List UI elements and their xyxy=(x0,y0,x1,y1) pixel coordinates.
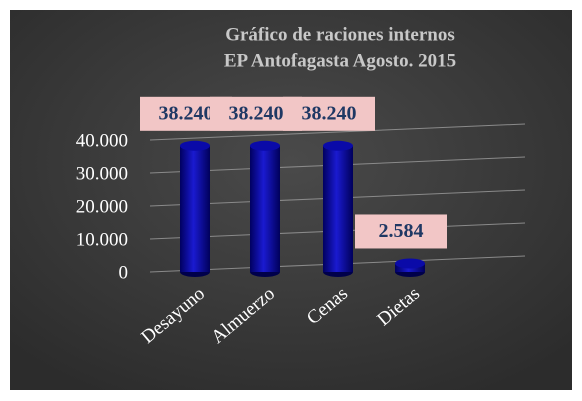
value-label: 38.240 xyxy=(159,102,214,124)
value-label-box xyxy=(355,214,447,249)
y-tick-label: 40.000 xyxy=(76,130,128,151)
value-label: 2.584 xyxy=(379,220,424,242)
chart-title: Gráfico de raciones internos xyxy=(225,24,455,45)
value-label: 38.240 xyxy=(302,102,357,124)
bar xyxy=(180,145,210,272)
value-label-box xyxy=(283,96,375,131)
y-tick-label: 0 xyxy=(119,262,129,283)
grid-line xyxy=(149,123,526,141)
bar-cap xyxy=(250,140,280,151)
value-label: 38.240 xyxy=(229,102,284,124)
bar xyxy=(323,145,353,272)
chart-title: EP Antofagasta Agosto. 2015 xyxy=(224,50,456,71)
bar-cap xyxy=(323,140,353,151)
bar xyxy=(250,145,280,272)
y-tick-label: 30.000 xyxy=(76,163,128,184)
bar-cap xyxy=(180,140,210,151)
y-tick-label: 10.000 xyxy=(76,229,128,250)
bar-cap xyxy=(395,258,425,269)
y-tick-label: 20.000 xyxy=(76,196,128,217)
